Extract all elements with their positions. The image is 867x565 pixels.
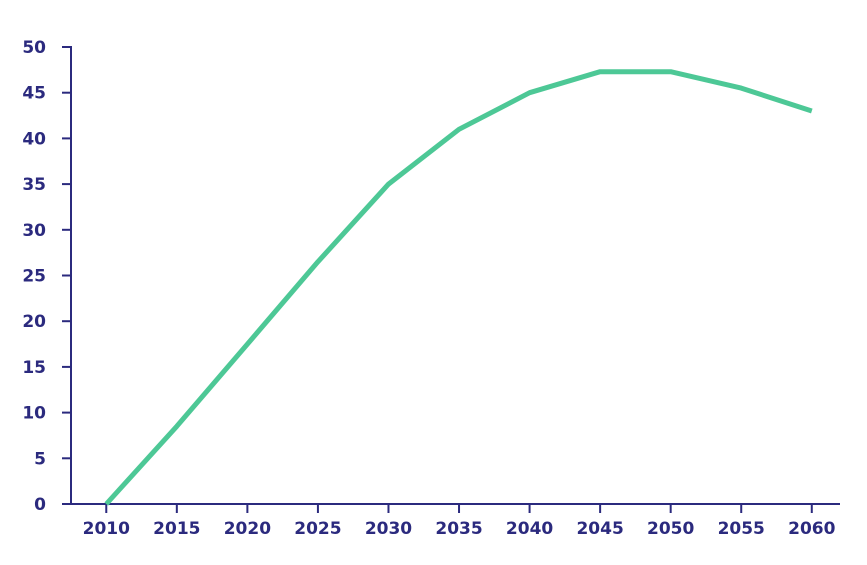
y-tick-label: 45 — [22, 84, 46, 104]
y-tick-label: 20 — [22, 312, 46, 332]
y-tick-label: 10 — [22, 404, 46, 424]
y-tick-label: 50 — [22, 38, 46, 58]
x-tick-label: 2035 — [435, 519, 482, 539]
x-tick-label: 2045 — [576, 519, 623, 539]
y-tick-label: 30 — [22, 221, 46, 241]
x-axis-ticks: 2010 2015 2020 2025 2030 2035 2040 2045 2050 2055… — [83, 504, 836, 539]
y-tick-label: 0 — [34, 495, 46, 515]
series-layer — [104, 69, 813, 506]
x-tick-label: 2010 — [83, 519, 130, 539]
y-tick-label: 5 — [34, 449, 46, 469]
y-tick-label: 25 — [22, 267, 46, 287]
x-tick-label: 2040 — [506, 519, 553, 539]
x-tick-label: 2030 — [365, 519, 412, 539]
x-tick-label: 2060 — [788, 519, 835, 539]
series-line-0 — [104, 69, 813, 506]
y-tick-label: 40 — [22, 129, 46, 149]
y-axis-ticks: 0 5 10 15 20 25 30 35 40 45 50 — [22, 38, 71, 515]
x-tick-label: 2015 — [153, 519, 200, 539]
y-tick-label: 15 — [22, 358, 46, 378]
x-tick-label: 2050 — [647, 519, 694, 539]
x-tick-label: 2020 — [224, 519, 271, 539]
x-tick-label: 2055 — [718, 519, 765, 539]
y-tick-label: 35 — [22, 175, 46, 195]
x-tick-label: 2025 — [294, 519, 341, 539]
